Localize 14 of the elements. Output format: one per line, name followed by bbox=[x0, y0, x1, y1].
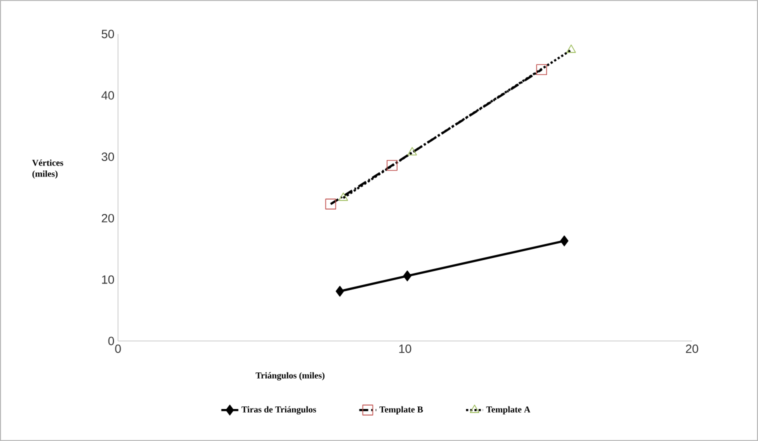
y-tick-label: 0 bbox=[108, 336, 114, 346]
legend-label: Tiras de Triángulos bbox=[242, 406, 316, 414]
y-axis-title: Vértices (miles) bbox=[32, 160, 64, 179]
y-tick-label: 30 bbox=[102, 152, 114, 162]
x-tick-label: 10 bbox=[399, 344, 412, 353]
y-tick-label: 50 bbox=[102, 30, 114, 38]
x-tick-label: 20 bbox=[686, 344, 698, 353]
y-tick-label: 20 bbox=[102, 214, 114, 222]
y-tick-label: 10 bbox=[102, 275, 114, 284]
x-axis-title: Triángulos (miles) bbox=[256, 372, 324, 380]
x-tick-label: 0 bbox=[115, 344, 121, 353]
legend-label: Template B bbox=[379, 406, 423, 414]
y-tick-label: 40 bbox=[101, 91, 114, 100]
legend-label: Template A bbox=[486, 406, 530, 414]
